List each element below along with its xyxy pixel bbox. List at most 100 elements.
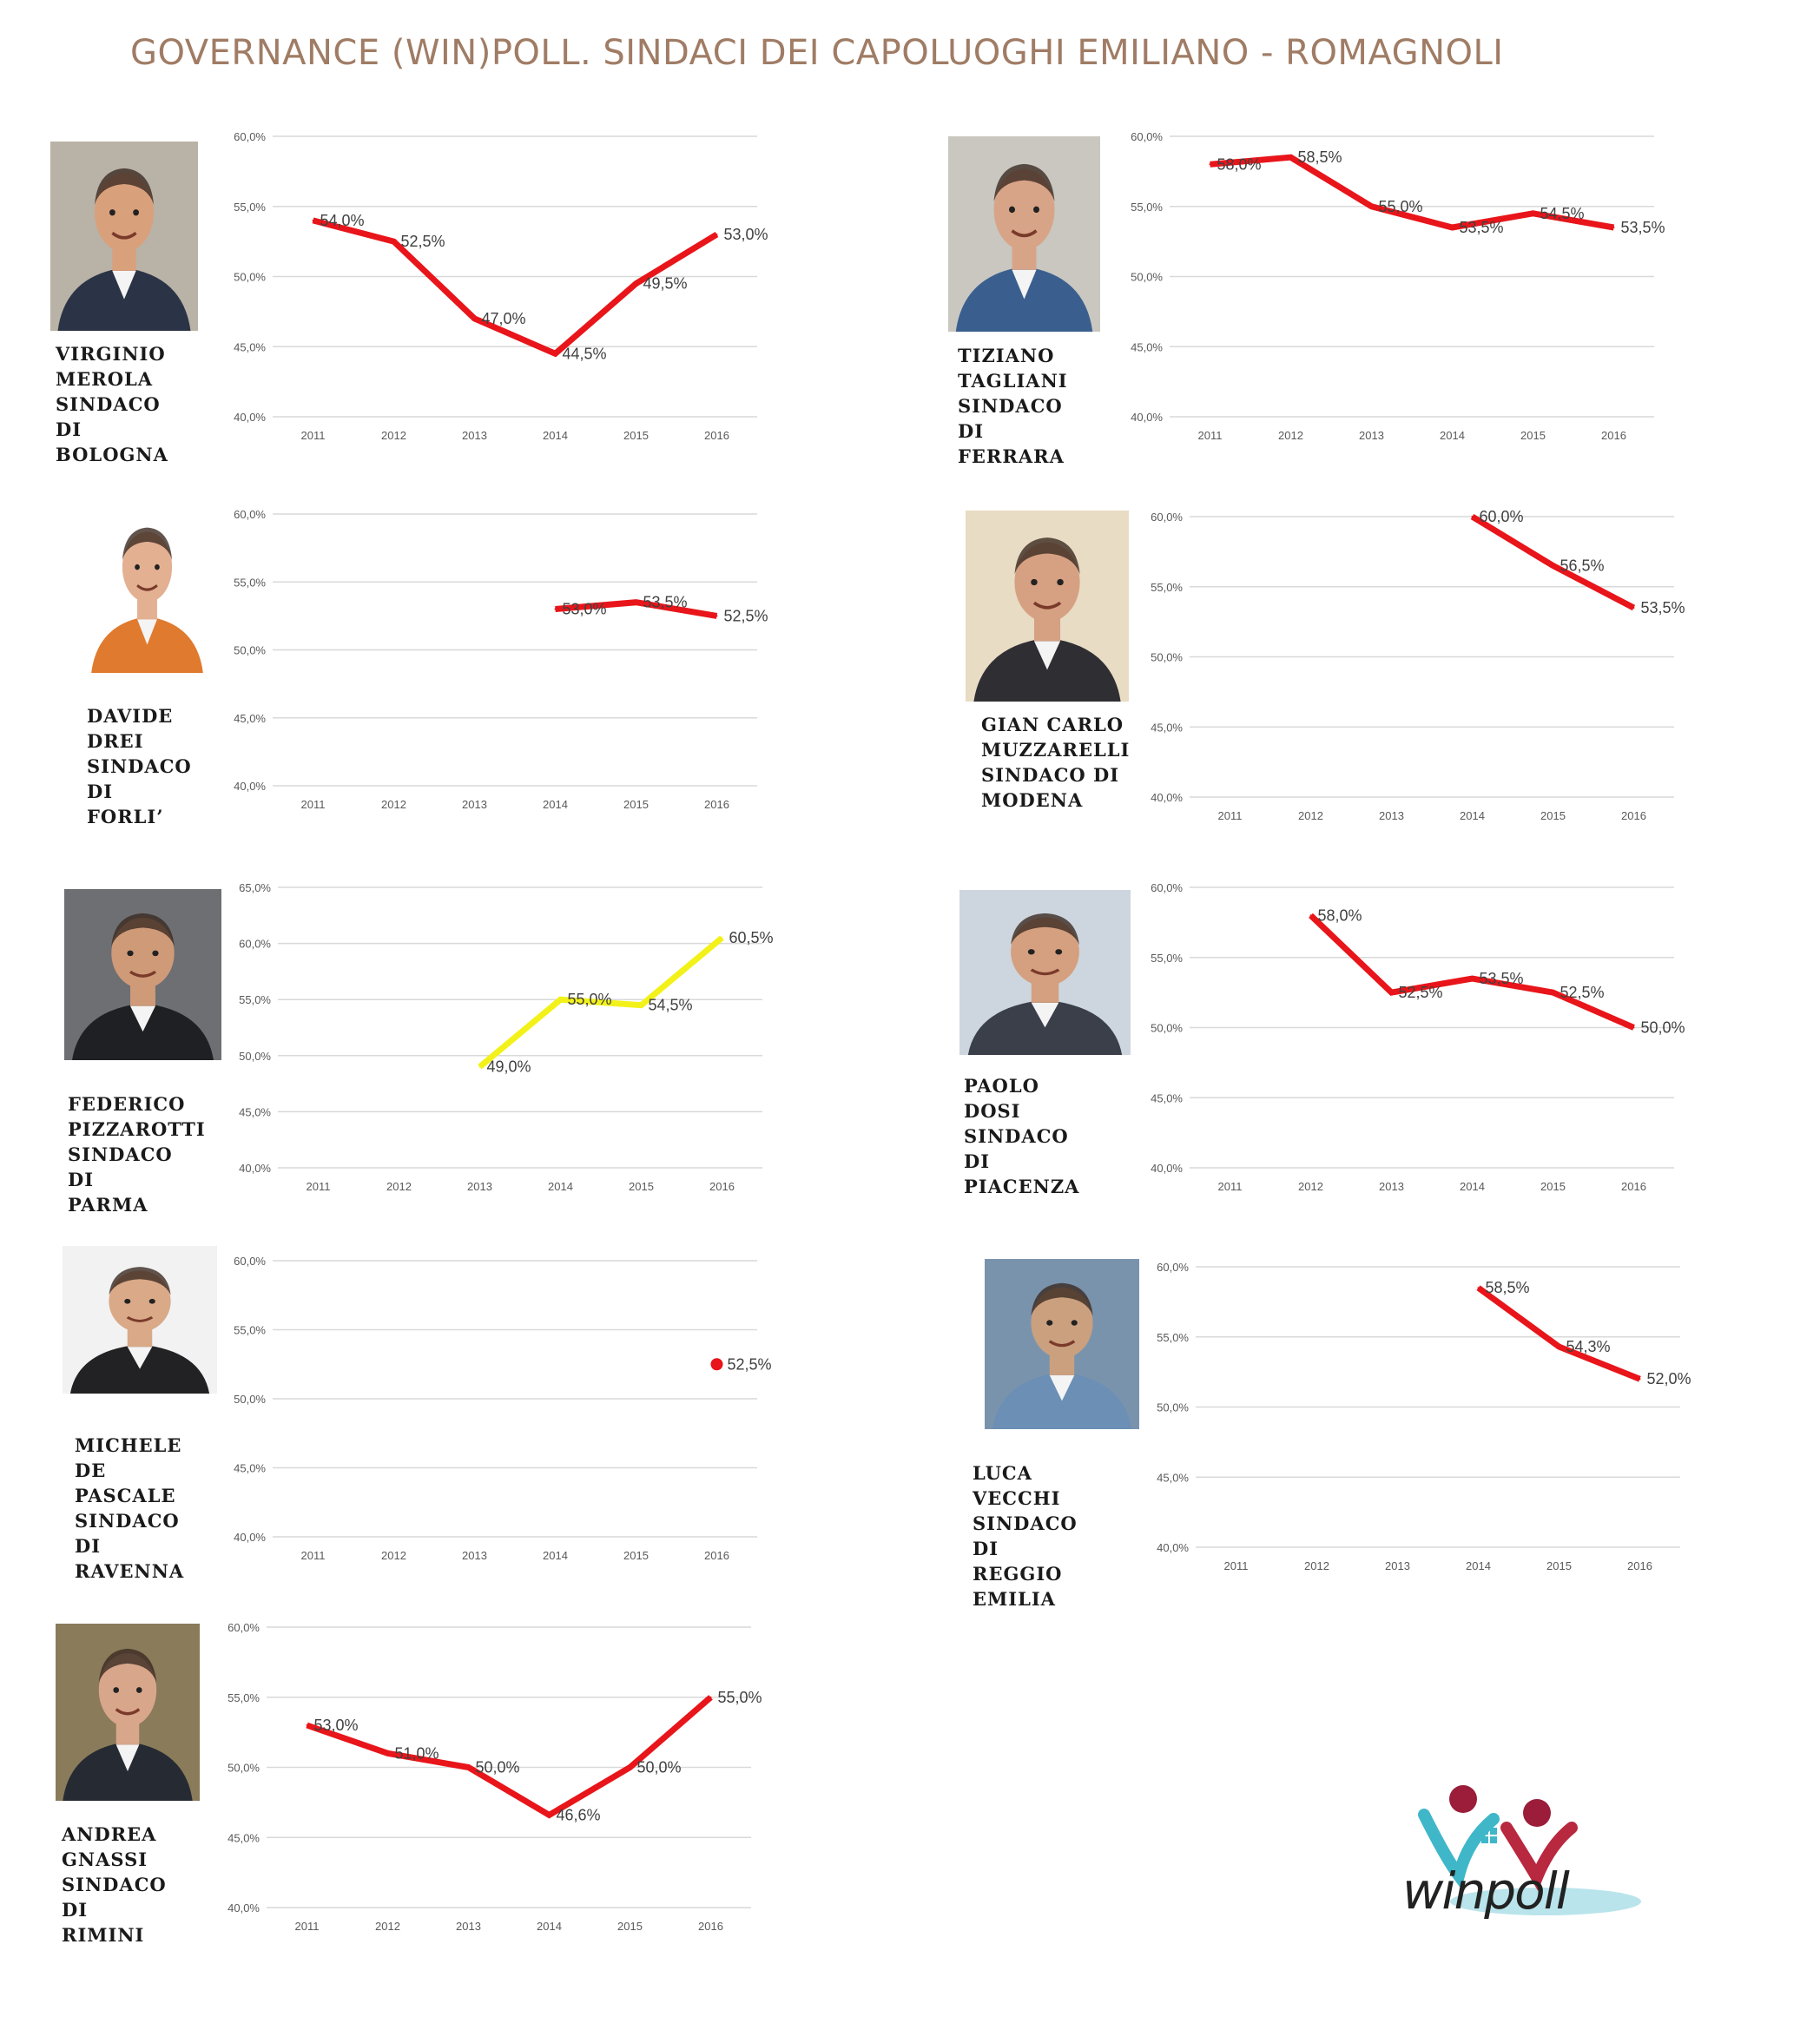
data-label: 60,5%	[729, 929, 774, 946]
line-chart-reggio-emilia: 40,0% 45,0% 50,0% 55,0% 60,0% 2011 2012 2013 201…	[1157, 1261, 1691, 1572]
line-chart-ravenna: 40,0% 45,0% 50,0% 55,0% 60,0% 2011 2012 2013 201…	[234, 1255, 772, 1562]
caption-line: FERRARA	[958, 445, 1065, 467]
caption-line: SINDACO DI	[964, 1125, 1069, 1172]
data-label: 50,0%	[637, 1759, 682, 1776]
data-point	[312, 219, 314, 221]
y-tick-label: 55,0%	[239, 993, 271, 1006]
caption-line: RAVENNA	[75, 1560, 185, 1582]
data-point	[1532, 212, 1534, 214]
data-label: 52,5%	[728, 1355, 772, 1373]
x-tick-label: 2016	[704, 1549, 729, 1562]
caption-line: VECCHI	[973, 1487, 1061, 1509]
caption-line: DREI	[87, 730, 144, 752]
y-tick-label: 60,0%	[1157, 1261, 1189, 1274]
y-tick-label: 40,0%	[234, 780, 266, 793]
data-point	[1390, 992, 1393, 994]
x-tick-label: 2014	[1466, 1559, 1491, 1572]
data-label: 51,0%	[395, 1744, 439, 1762]
data-label: 53,5%	[1480, 970, 1524, 987]
caption-line: SINDACO DI	[981, 764, 1120, 786]
x-tick-label: 2012	[1278, 429, 1303, 442]
data-point	[640, 1004, 643, 1006]
data-label: 53,5%	[643, 594, 688, 611]
x-tick-label: 2011	[1218, 1180, 1243, 1193]
data-point	[1209, 163, 1211, 166]
data-point	[1289, 156, 1292, 159]
data-label: 55,0%	[1379, 198, 1423, 215]
x-tick-label: 2016	[698, 1920, 723, 1933]
y-tick-label: 60,0%	[1131, 130, 1163, 143]
series-line	[1309, 913, 1635, 1031]
y-tick-label: 40,0%	[234, 411, 266, 424]
y-tick-label: 60,0%	[234, 1255, 266, 1268]
data-point	[1558, 1346, 1560, 1348]
data-label: 54,5%	[649, 997, 693, 1014]
line-chart-bologna: 40,0% 45,0% 50,0% 55,0% 60,0% 2011 2012 2013 201…	[234, 130, 768, 442]
data-point	[1552, 564, 1554, 567]
y-tick-label: 45,0%	[1151, 1091, 1183, 1104]
line-chart-ferrara: 40,0% 45,0% 50,0% 55,0% 60,0% 2011 2012 2013 201…	[1131, 130, 1665, 442]
data-label: 53,5%	[1621, 219, 1665, 236]
y-tick-label: 40,0%	[1151, 791, 1183, 804]
data-label: 50,0%	[1641, 1019, 1685, 1037]
x-tick-label: 2016	[704, 429, 729, 442]
caption-line: REGGIO EMILIA	[973, 1563, 1063, 1610]
line-chart-rimini: 40,0% 45,0% 50,0% 55,0% 60,0% 2011 2012 2013 201…	[228, 1621, 762, 1933]
page-title: GOVERNANCE (WIN)POLL. SINDACI DEI CAPOLU…	[130, 33, 1504, 73]
x-tick-label: 2015	[623, 429, 649, 442]
x-tick-label: 2014	[1460, 1180, 1485, 1193]
data-point	[709, 1696, 712, 1698]
y-tick-label: 40,0%	[239, 1162, 271, 1175]
x-tick-label: 2012	[381, 429, 406, 442]
x-tick-label: 2012	[1298, 1180, 1323, 1193]
data-point	[386, 1752, 389, 1755]
mayor-photo	[64, 889, 221, 1060]
x-tick-label: 2015	[623, 798, 649, 811]
x-tick-label: 2013	[456, 1920, 481, 1933]
series-line	[478, 935, 724, 1070]
x-tick-label: 2013	[1379, 1180, 1404, 1193]
data-point	[554, 608, 557, 610]
y-tick-label: 55,0%	[1151, 581, 1183, 594]
x-tick-label: 2014	[543, 429, 568, 442]
x-tick-label: 2011	[301, 798, 326, 811]
x-tick-label: 2011	[301, 1549, 326, 1562]
caption-line: VIRGINIO	[56, 343, 166, 365]
caption-line: GNASSI	[62, 1849, 148, 1870]
y-tick-label: 50,0%	[234, 271, 266, 284]
line-chart-forli: 40,0% 45,0% 50,0% 55,0% 60,0% 2011 2012 2013 201…	[234, 508, 768, 811]
data-label: 53,5%	[1641, 599, 1685, 616]
x-tick-label: 2012	[375, 1920, 400, 1933]
y-tick-label: 50,0%	[234, 644, 266, 657]
mayor-photo	[985, 1259, 1139, 1429]
data-point	[1612, 226, 1615, 228]
data-point	[1370, 205, 1373, 208]
data-point	[548, 1814, 551, 1816]
x-tick-label: 2012	[1298, 809, 1323, 822]
y-tick-label: 50,0%	[228, 1762, 260, 1775]
data-label: 53,0%	[724, 226, 768, 243]
data-point	[473, 317, 476, 320]
x-tick-label: 2014	[1440, 429, 1465, 442]
data-point	[1639, 1378, 1641, 1381]
x-tick-label: 2012	[1304, 1559, 1329, 1572]
series-line	[312, 217, 719, 358]
data-label: 56,5%	[1560, 557, 1605, 575]
x-tick-label: 2012	[386, 1180, 412, 1193]
data-point	[629, 1766, 631, 1769]
caption-line: SINDACO DI	[87, 755, 192, 802]
y-tick-label: 55,0%	[1157, 1331, 1189, 1344]
data-point	[1632, 606, 1635, 609]
y-tick-label: 60,0%	[234, 508, 266, 521]
x-tick-label: 2013	[1385, 1559, 1410, 1572]
x-tick-label: 2013	[1379, 809, 1404, 822]
y-tick-label: 40,0%	[1131, 411, 1163, 424]
y-tick-label: 65,0%	[239, 881, 271, 894]
data-point	[1632, 1026, 1635, 1029]
caption-line: PIACENZA	[964, 1176, 1080, 1197]
y-tick-label: 40,0%	[234, 1531, 266, 1544]
x-tick-label: 2016	[1601, 429, 1626, 442]
y-tick-label: 45,0%	[228, 1831, 260, 1844]
mayor-caption: GIAN CARLO MUZZARELLI SINDACO DI MODENA	[981, 712, 1130, 813]
data-point	[1477, 1287, 1480, 1289]
